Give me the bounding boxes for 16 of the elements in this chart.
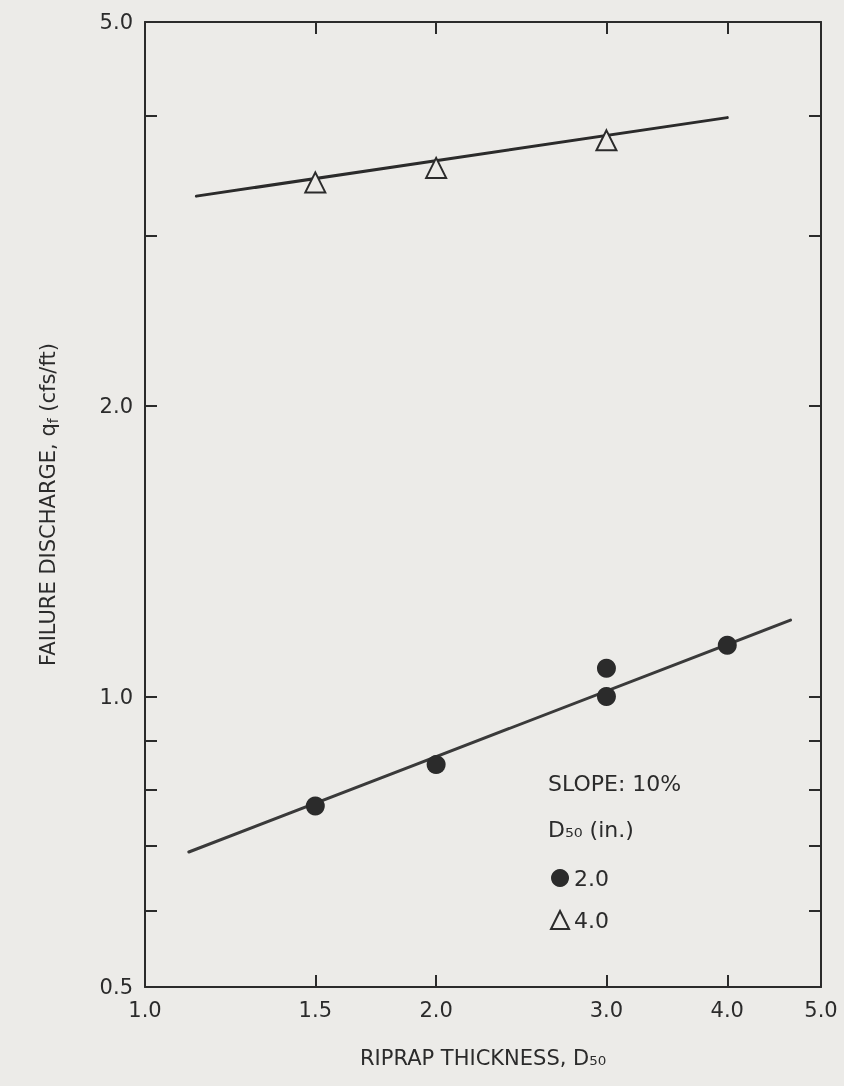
annotation: SLOPE: 10% bbox=[548, 770, 682, 796]
y-tick-label: 5.0 bbox=[99, 10, 133, 34]
legend-title: D₅₀ (in.) bbox=[548, 816, 634, 842]
x-tick-label: 1.0 bbox=[128, 997, 162, 1022]
legend-label: 2.0 bbox=[574, 865, 610, 891]
x-axis-title: RIPRAP THICKNESS, D₅₀ bbox=[359, 1045, 607, 1070]
legend-label: 4.0 bbox=[574, 907, 610, 933]
y-tick-label: 0.5 bbox=[99, 975, 133, 999]
y-axis-title: FAILURE DISCHARGE, qf (cfs/ft) bbox=[36, 343, 61, 666]
x-tick-label: 2.0 bbox=[419, 997, 453, 1022]
x-tick-label: 3.0 bbox=[589, 997, 624, 1022]
x-tick-label: 4.0 bbox=[710, 997, 744, 1022]
x-tick-label: 5.0 bbox=[804, 997, 838, 1022]
x-tick-label: 1.5 bbox=[298, 997, 333, 1022]
y-tick-label: 1.0 bbox=[99, 684, 133, 709]
y-tick-label: 2.0 bbox=[99, 394, 133, 419]
